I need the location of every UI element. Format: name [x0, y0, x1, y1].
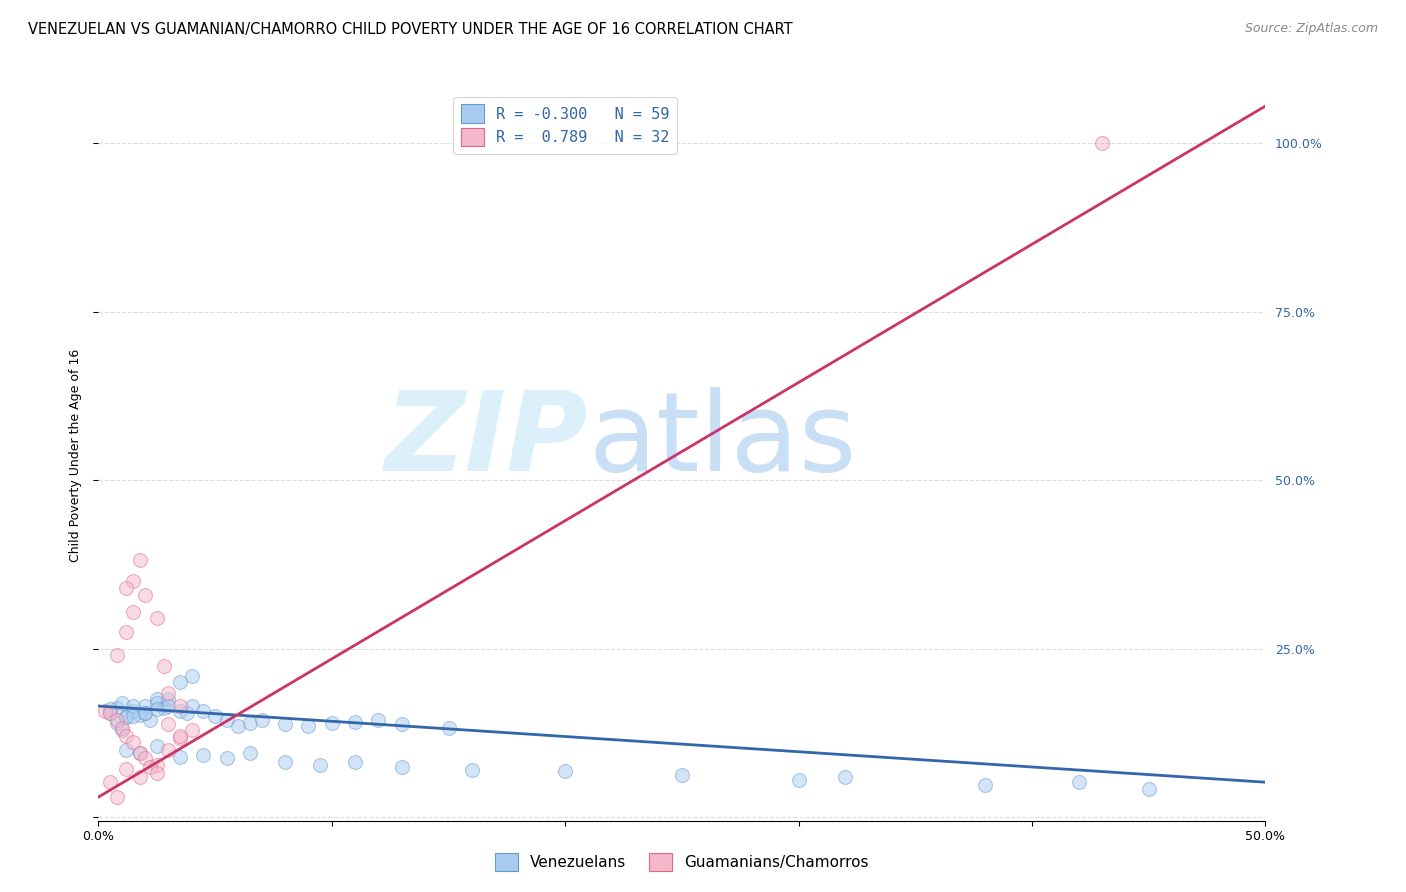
Point: [1091, 136, 1114, 150]
Point: [115, 581, 138, 595]
Point: [309, 757, 332, 772]
Point: [1137, 781, 1160, 796]
Point: [134, 699, 156, 714]
Point: [98, 702, 121, 716]
Point: [122, 709, 145, 723]
Point: [169, 730, 191, 744]
Point: [146, 757, 169, 772]
Point: [129, 707, 152, 722]
Point: [176, 706, 198, 720]
Point: [391, 760, 413, 774]
Point: [239, 715, 262, 730]
Point: [115, 710, 138, 724]
Point: [274, 717, 297, 731]
Point: [115, 730, 138, 744]
Point: [129, 746, 152, 760]
Point: [193, 748, 215, 763]
Point: [215, 713, 238, 727]
Point: [98, 775, 121, 789]
Point: [146, 702, 169, 716]
Point: [157, 743, 180, 757]
Point: [105, 701, 128, 715]
Point: [146, 739, 169, 754]
Point: [169, 704, 191, 718]
Point: [152, 701, 174, 715]
Point: [157, 717, 180, 731]
Point: [105, 648, 128, 663]
Text: Source: ZipAtlas.com: Source: ZipAtlas.com: [1244, 22, 1378, 36]
Point: [122, 605, 145, 619]
Point: [391, 717, 413, 731]
Point: [134, 706, 156, 720]
Point: [974, 778, 997, 792]
Point: [180, 699, 202, 714]
Point: [115, 762, 138, 776]
Point: [461, 763, 484, 777]
Point: [169, 699, 191, 714]
Point: [134, 588, 156, 602]
Point: [122, 735, 145, 749]
Point: [554, 764, 576, 779]
Point: [129, 553, 152, 567]
Point: [146, 692, 169, 706]
Point: [146, 766, 169, 780]
Point: [146, 696, 169, 710]
Text: ZIP: ZIP: [385, 387, 589, 494]
Point: [274, 755, 297, 769]
Point: [437, 721, 460, 735]
Point: [129, 770, 152, 784]
Point: [115, 624, 138, 639]
Legend: Venezuelans, Guamanians/Chamorros: Venezuelans, Guamanians/Chamorros: [488, 845, 876, 879]
Point: [157, 699, 180, 714]
Point: [344, 755, 367, 769]
Point: [105, 790, 128, 805]
Point: [94, 704, 117, 718]
Point: [134, 706, 156, 720]
Point: [250, 713, 273, 727]
Point: [169, 749, 191, 764]
Point: [122, 574, 145, 589]
Point: [115, 743, 138, 757]
Point: [193, 704, 215, 718]
Point: [105, 713, 128, 727]
Point: [367, 713, 389, 727]
Point: [228, 719, 250, 733]
Point: [139, 760, 162, 774]
Point: [157, 692, 180, 706]
Point: [111, 721, 134, 735]
Point: [834, 770, 856, 784]
Point: [129, 746, 152, 760]
Point: [321, 715, 343, 730]
Point: [134, 751, 156, 765]
Point: [344, 714, 367, 729]
Point: [122, 704, 145, 718]
Point: [139, 713, 162, 727]
Point: [98, 706, 121, 720]
Point: [105, 715, 128, 730]
Point: [180, 723, 202, 737]
Point: [146, 611, 169, 625]
Point: [115, 710, 138, 724]
Point: [671, 768, 693, 782]
Point: [239, 746, 262, 760]
Point: [297, 719, 319, 733]
Point: [152, 658, 174, 673]
Point: [204, 709, 226, 723]
Text: VENEZUELAN VS GUAMANIAN/CHAMORRO CHILD POVERTY UNDER THE AGE OF 16 CORRELATION C: VENEZUELAN VS GUAMANIAN/CHAMORRO CHILD P…: [28, 22, 793, 37]
Point: [1067, 775, 1090, 789]
Point: [111, 696, 134, 710]
Text: atlas: atlas: [589, 387, 858, 494]
Point: [787, 773, 810, 788]
Point: [157, 685, 180, 699]
Point: [215, 751, 238, 765]
Point: [98, 706, 121, 720]
Point: [180, 669, 202, 683]
Point: [122, 699, 145, 714]
Point: [169, 675, 191, 690]
Point: [111, 723, 134, 737]
Point: [169, 731, 191, 745]
Y-axis label: Child Poverty Under the Age of 16: Child Poverty Under the Age of 16: [69, 348, 82, 562]
